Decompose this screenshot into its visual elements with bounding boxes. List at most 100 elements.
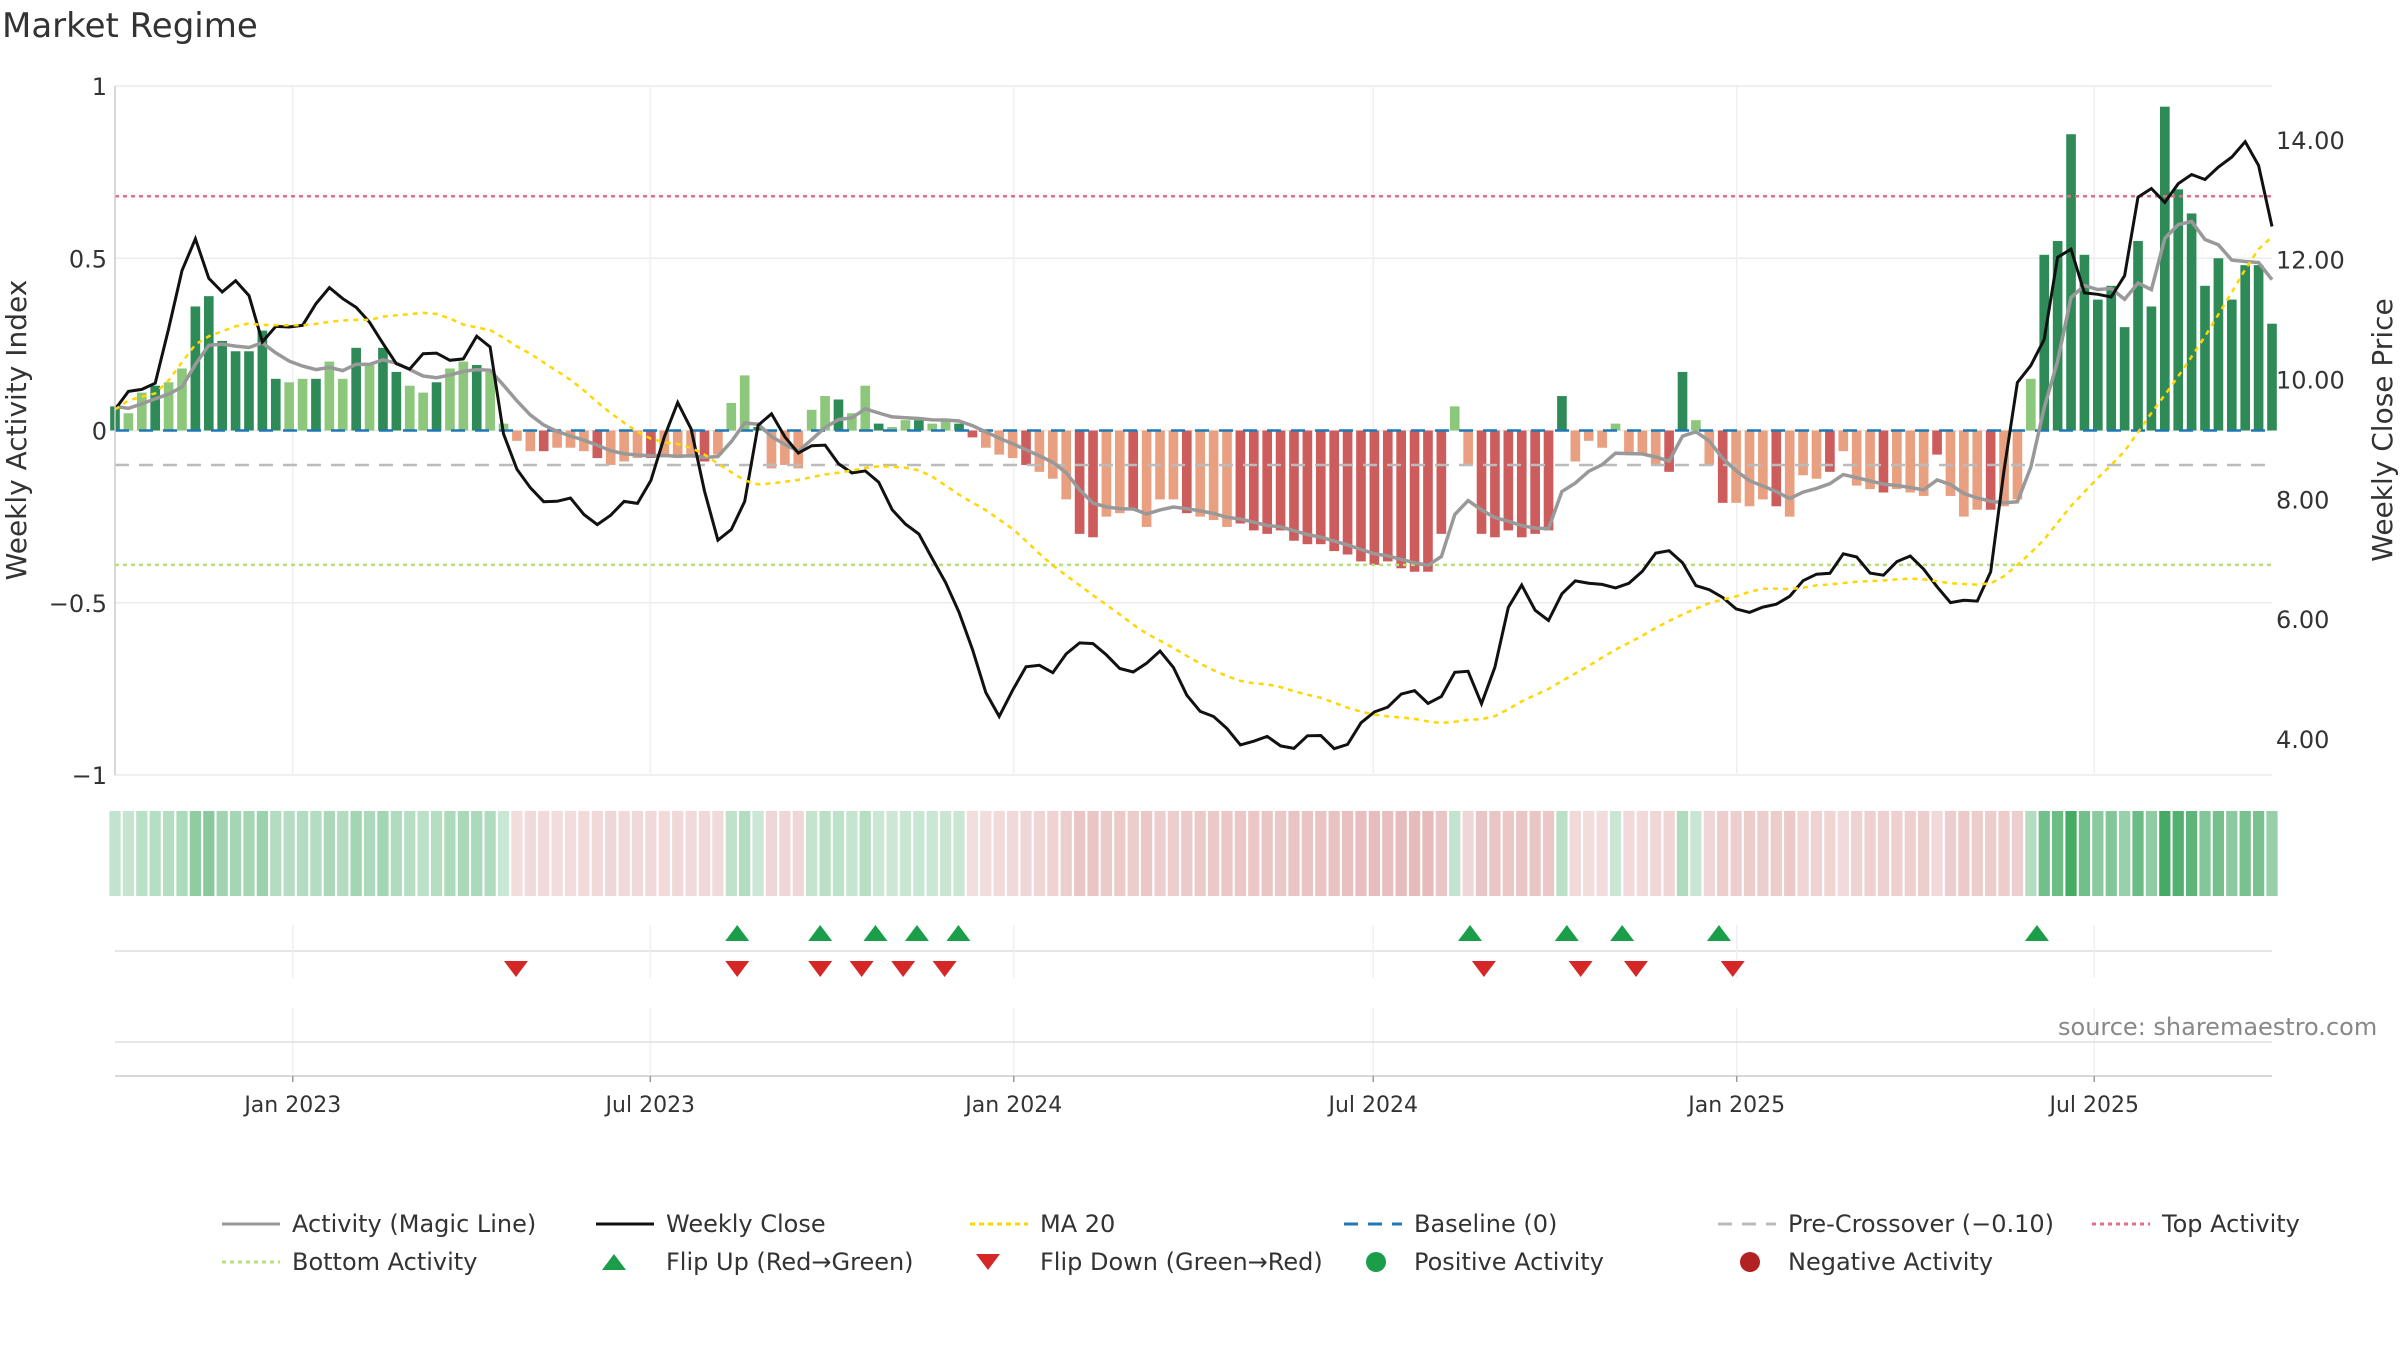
- regime-cell: [1395, 811, 1407, 896]
- activity-bar: [1784, 430, 1795, 517]
- regime-cell: [1529, 811, 1541, 896]
- regime-cell: [122, 811, 135, 896]
- regime-cell: [672, 811, 684, 896]
- regime-cell: [913, 811, 925, 896]
- activity-bar: [605, 430, 616, 465]
- activity-bar: [538, 430, 549, 452]
- activity-bar: [471, 365, 482, 431]
- activity-bar: [123, 413, 134, 431]
- regime-cell: [1891, 811, 1903, 896]
- regime-cell: [162, 811, 175, 896]
- flip-down-marker: [1720, 961, 1745, 977]
- activity-bar: [1369, 430, 1380, 565]
- legend-baseline: Baseline (0): [1342, 1210, 1557, 1238]
- activity-bar: [2213, 258, 2224, 431]
- regime-cell: [1274, 811, 1287, 896]
- flip-up-marker: [863, 925, 888, 941]
- legend-top-swatch: [2092, 1222, 2150, 1226]
- legend-flip-down: Flip Down (Green→Red): [968, 1248, 1323, 1276]
- regime-cell: [819, 811, 831, 896]
- regime-cell: [2078, 811, 2091, 896]
- activity-bar: [378, 347, 388, 431]
- activity-bar: [1570, 430, 1581, 462]
- regime-cell: [1422, 811, 1434, 896]
- y-tick-right: 6.00: [2276, 606, 2329, 634]
- regime-cell: [1596, 811, 1608, 896]
- activity-bar: [1878, 430, 1889, 493]
- ma20-line: [114, 235, 2273, 725]
- activity-bar: [2146, 306, 2157, 431]
- activity-bar: [2186, 213, 2197, 431]
- activity-bar: [1677, 371, 1688, 431]
- activity-bar: [2159, 106, 2170, 431]
- activity-bar: [2052, 241, 2063, 431]
- activity-bar: [1275, 430, 1286, 531]
- regime-cell: [1502, 811, 1514, 896]
- activity-bar: [163, 382, 174, 431]
- flip-down-marker: [503, 961, 528, 977]
- activity-bar: [1128, 430, 1139, 510]
- activity-bar: [1851, 430, 1862, 486]
- legend-close-swatch: [596, 1222, 654, 1226]
- activity-bar: [967, 430, 978, 438]
- activity-bar: [297, 378, 308, 431]
- activity-bar: [1597, 430, 1607, 448]
- regime-cell: [1690, 811, 1702, 896]
- activity-bar: [820, 396, 830, 431]
- activity-bar: [1758, 430, 1768, 500]
- activity-bar: [203, 296, 214, 431]
- legend-top-label: Top Activity: [2162, 1210, 2300, 1238]
- legend-bottom-swatch: [222, 1260, 280, 1264]
- regime-cell: [404, 811, 416, 896]
- activity-bar: [1530, 430, 1540, 534]
- regime-cell: [1475, 811, 1488, 896]
- regime-cell: [296, 811, 309, 896]
- regime-cell: [1462, 811, 1474, 896]
- activity-bar: [632, 430, 643, 459]
- activity-bar: [217, 340, 228, 431]
- regime-cell: [2105, 811, 2117, 896]
- activity-bar: [565, 430, 576, 448]
- legend-pre-label: Pre-Crossover (−0.10): [1788, 1210, 2055, 1238]
- regime-cell: [524, 811, 536, 896]
- flip-markers: [115, 925, 2272, 978]
- regime-cell: [136, 811, 148, 896]
- flip-down-marker: [808, 961, 833, 977]
- activity-bar: [1476, 430, 1487, 534]
- regime-cell: [350, 811, 362, 896]
- activity-bar: [1985, 430, 1996, 510]
- activity-bar: [1329, 430, 1339, 552]
- activity-bar: [1583, 430, 1594, 441]
- regime-cell: [1167, 811, 1180, 896]
- regime-cell: [1703, 811, 1715, 896]
- regime-cell: [1542, 811, 1555, 896]
- activity-bar: [1436, 430, 1447, 534]
- activity-bar: [1315, 430, 1326, 545]
- regime-cell: [1904, 811, 1916, 896]
- regime-cell: [1301, 811, 1314, 896]
- regime-cell: [1100, 811, 1113, 896]
- flip-down-marker: [1623, 961, 1648, 977]
- activity-bar: [1717, 430, 1728, 503]
- flip-up-marker: [1610, 925, 1635, 941]
- activity-bar: [1972, 430, 1983, 510]
- regime-cell: [1315, 811, 1327, 896]
- regime-cell: [966, 811, 979, 896]
- regime-cell: [2132, 811, 2144, 896]
- activity-bar: [351, 347, 361, 431]
- regime-cell: [1060, 811, 1072, 896]
- regime-cell: [323, 811, 335, 896]
- regime-cell: [725, 811, 737, 896]
- regime-cell: [203, 811, 215, 896]
- activity-bar: [512, 430, 522, 441]
- activity-bar: [2133, 241, 2143, 431]
- regime-cell: [417, 811, 429, 896]
- y-tick-left: −1: [72, 762, 107, 790]
- activity-bar: [1382, 430, 1393, 562]
- y-tick-left: 1: [92, 73, 107, 101]
- regime-cell: [1958, 811, 1970, 896]
- legend-top: Top Activity: [2090, 1210, 2300, 1238]
- regime-cell: [1234, 811, 1247, 896]
- activity-bar: [257, 330, 268, 431]
- activity-bar: [1624, 430, 1634, 455]
